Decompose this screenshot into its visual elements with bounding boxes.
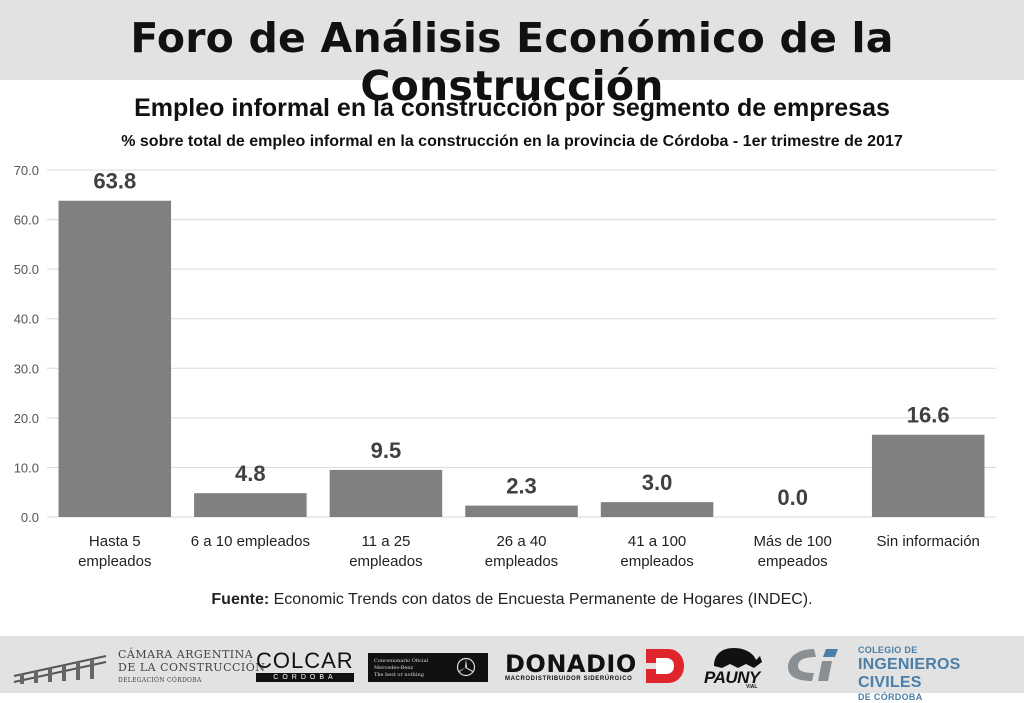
x-tick-label: 41 a 100 [628, 533, 686, 550]
header-bar: Foro de Análisis Económico de la Constru… [0, 0, 1024, 110]
y-tick-label: 60.0 [14, 213, 39, 228]
x-tick-label: Sin información [877, 533, 980, 550]
x-tick-label: 6 a 10 empleados [191, 533, 310, 550]
y-tick-label: 40.0 [14, 312, 39, 327]
x-tick-label: Hasta 5 [89, 533, 141, 550]
camara-aqueduct-logo [13, 655, 107, 684]
x-tick-label: 26 a 40 [496, 533, 546, 550]
bar [871, 434, 985, 517]
data-label: 63.8 [93, 169, 136, 194]
y-tick-label: 30.0 [14, 361, 39, 376]
data-label: 16.6 [907, 403, 950, 428]
camara-logo-text: CÁMARA ARGENTINA DE LA CONSTRUCCIÓN DELE… [118, 648, 266, 684]
y-tick-label: 50.0 [14, 262, 39, 277]
source-text: Economic Trends con datos de Encuesta Pe… [269, 591, 813, 608]
data-label: 4.8 [235, 461, 266, 486]
data-label: 9.5 [371, 438, 402, 463]
x-tick-label: Más de 100 [753, 533, 831, 550]
x-tick-label: empleados [78, 553, 151, 570]
x-tick-label: empleados [485, 553, 558, 570]
data-label: 3.0 [642, 470, 673, 495]
bar [329, 469, 443, 517]
donadio-logo: DONADIO MACRODISTRIBUIDOR SIDERÚRGICO [505, 650, 637, 682]
donadio-d-icon [646, 649, 684, 683]
bar [58, 200, 172, 517]
chart-subtitle: % sobre total de empleo informal en la c… [121, 133, 903, 150]
x-tick-label: empeados [758, 553, 828, 570]
bar-chart: 0.0 10.0 20.0 30.0 40.0 50.0 60.0 70.0 63.8 Hasta… [14, 163, 996, 570]
y-tick-label: 70.0 [14, 163, 39, 178]
sponsor-bar: CÁMARA ARGENTINA DE LA CONSTRUCCIÓN DELE… [0, 636, 1024, 702]
data-label: 0.0 [777, 485, 808, 510]
x-tick-label: empleados [349, 553, 422, 570]
chart-title: Empleo informal en la construcción por s… [134, 94, 890, 122]
colcar-logo: COLCAR CÓRDOBA [256, 648, 354, 682]
bar [465, 505, 578, 517]
x-tick-label: empleados [620, 553, 693, 570]
mercedes-star-icon [456, 657, 476, 677]
pauny-bull-icon [714, 648, 762, 668]
y-tick-label: 0.0 [21, 510, 39, 525]
colegio-ci-icon [788, 649, 838, 681]
mercedes-logo: Concesionario Oficial Mercedes-Benz The … [368, 653, 488, 682]
colegio-logo-text: COLEGIO DE INGENIEROS CIVILES DE CÓRDOBA [858, 645, 961, 702]
source-note: Fuente: Economic Trends con datos de Enc… [0, 591, 1024, 609]
source-label: Fuente: [211, 591, 270, 608]
y-tick-label: 10.0 [14, 460, 39, 475]
y-tick-label: 20.0 [14, 411, 39, 426]
data-label: 2.3 [506, 474, 537, 499]
bar [600, 502, 714, 517]
page-title: Foro de Análisis Económico de la Constru… [130, 14, 894, 110]
x-tick-label: 11 a 25 [361, 533, 410, 550]
pauny-logo: PAUNY VIAL [700, 646, 772, 690]
bar [194, 493, 307, 517]
